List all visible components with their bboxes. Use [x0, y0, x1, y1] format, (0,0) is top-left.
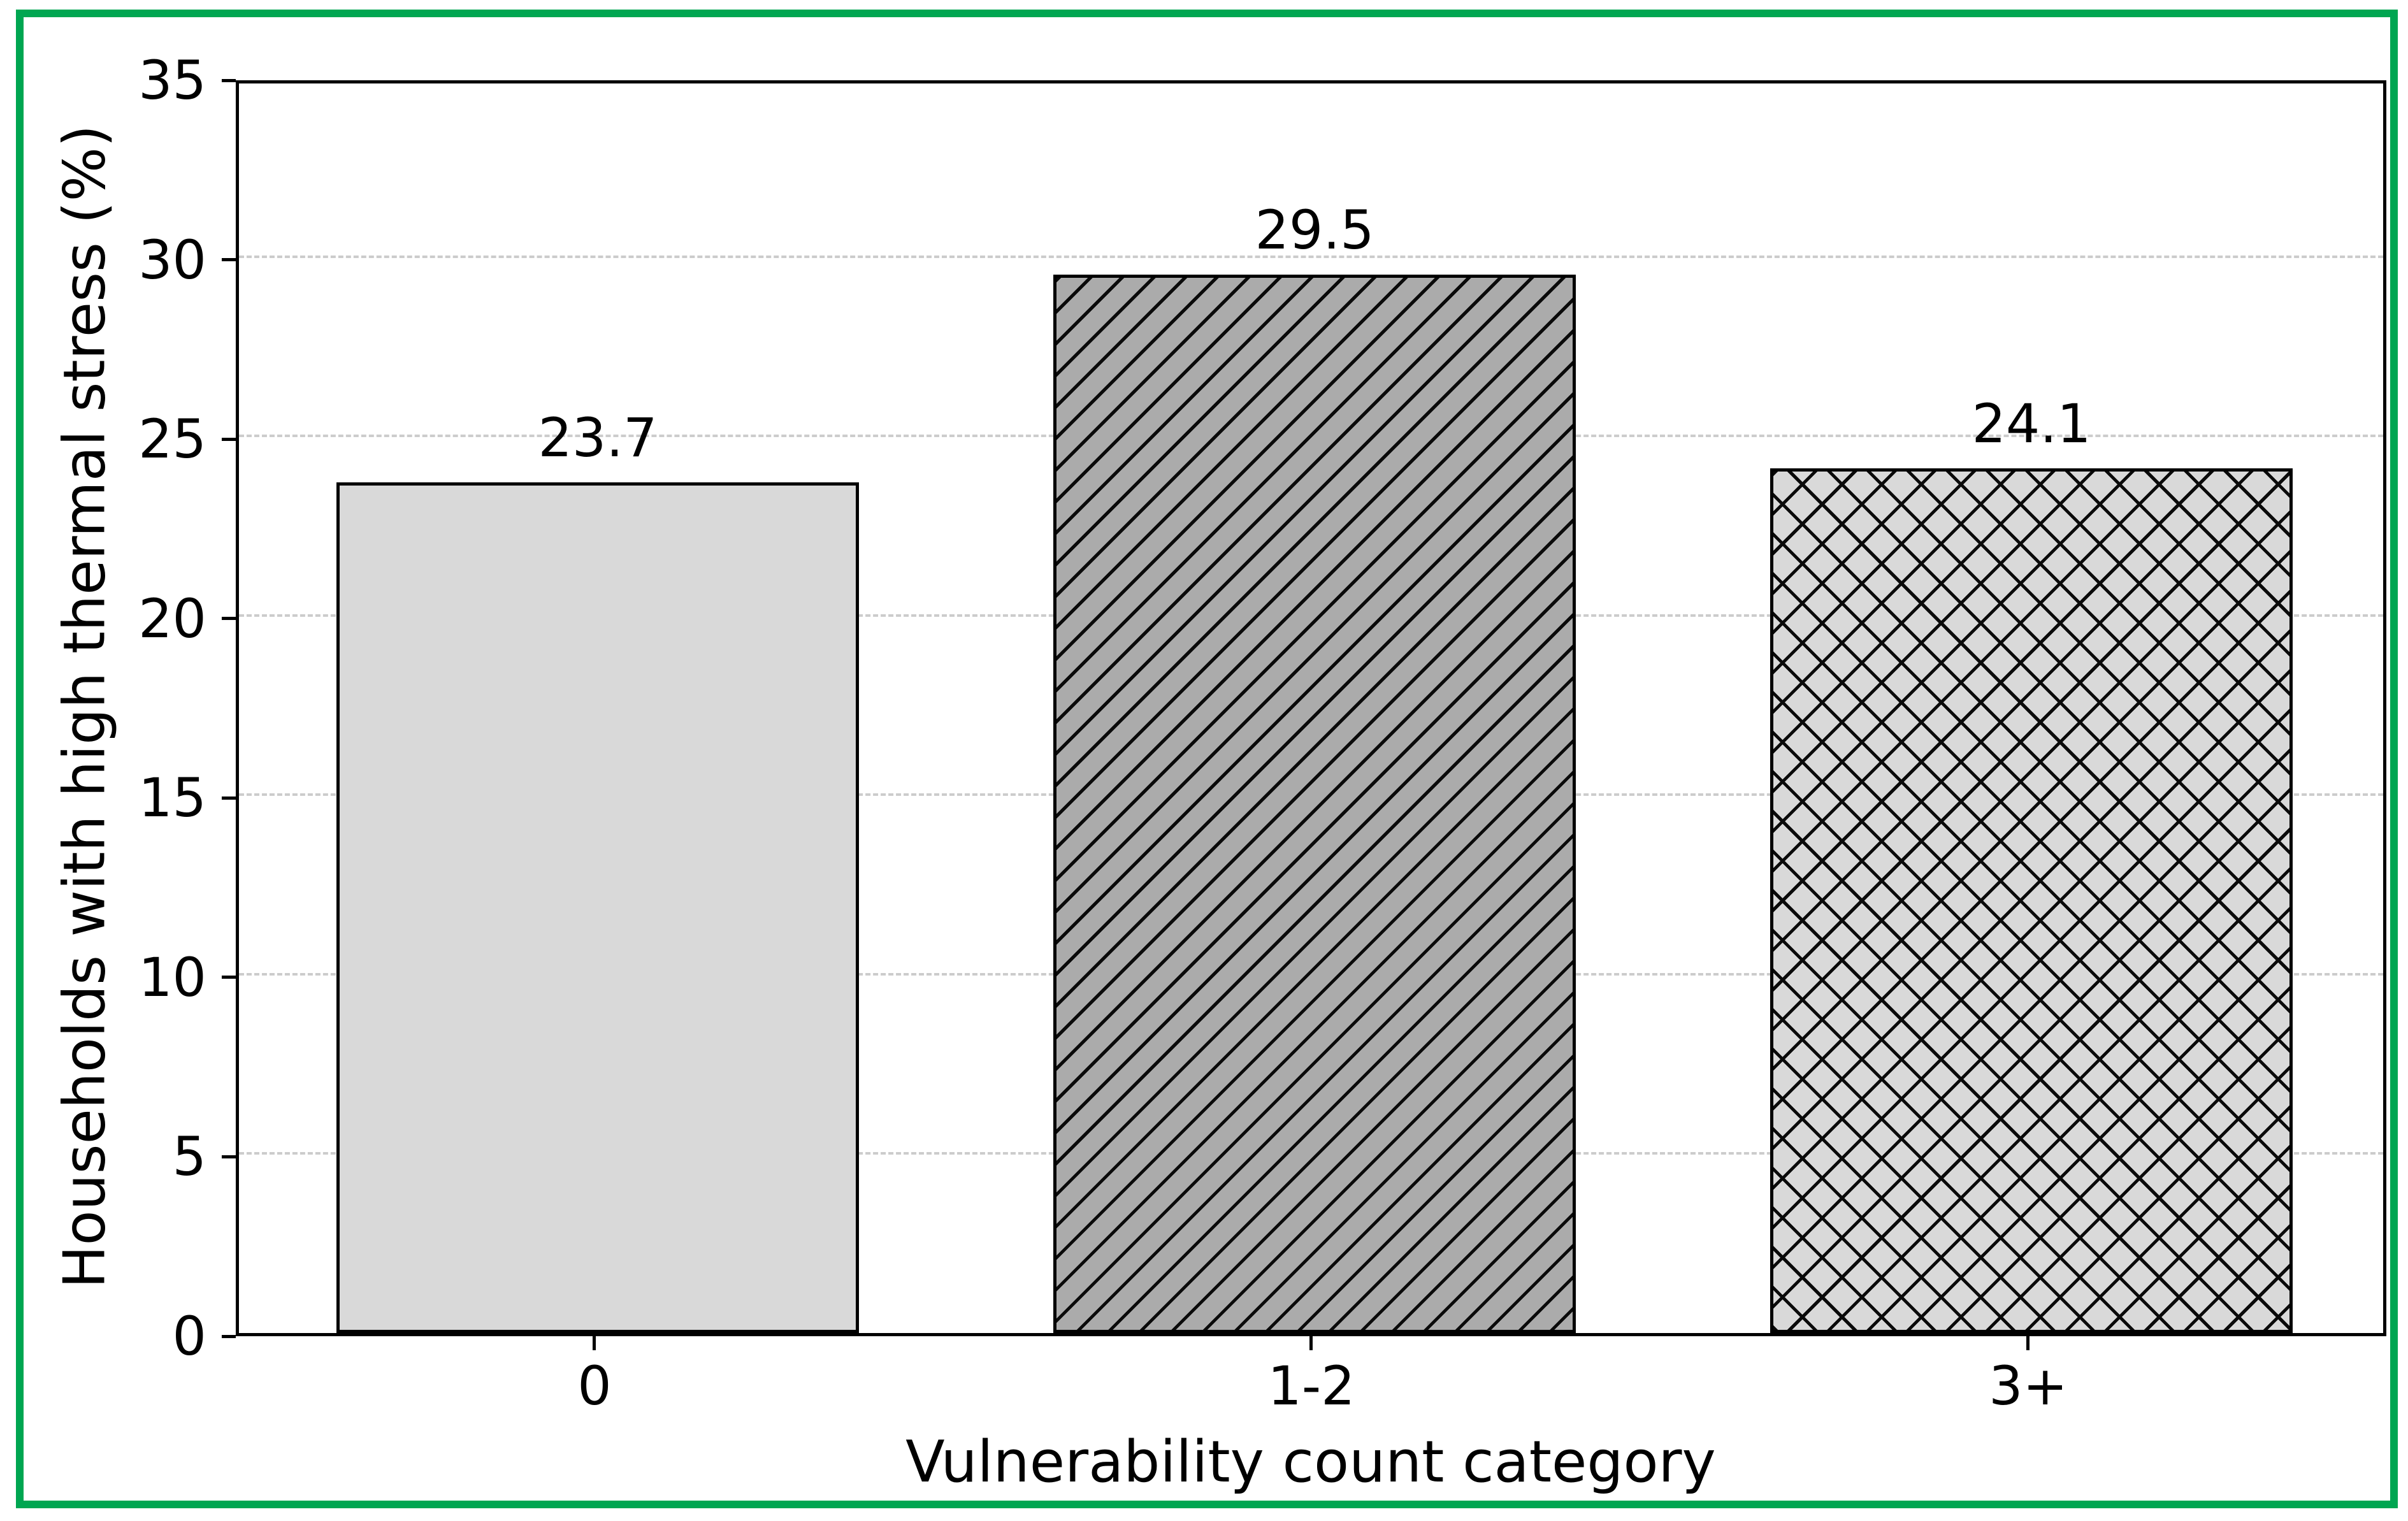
x-tick-label-3+: 3+ — [1989, 1355, 2068, 1417]
y-tick-mark-30 — [222, 258, 236, 261]
gridline-y-30 — [239, 255, 2383, 258]
y-tick-label-20: 20 — [138, 587, 206, 650]
x-tick-mark-0 — [593, 1336, 596, 1350]
y-tick-label-15: 15 — [138, 767, 206, 829]
y-tick-mark-20 — [222, 617, 236, 620]
y-axis-title: Households with high thermal stress (%) — [51, 124, 119, 1289]
y-tick-mark-5 — [222, 1155, 236, 1158]
y-tick-label-5: 5 — [172, 1125, 206, 1188]
y-tick-label-10: 10 — [138, 946, 206, 1009]
bar-value-label-0: 23.7 — [538, 407, 658, 469]
y-tick-mark-0 — [222, 1335, 236, 1338]
x-tick-mark-3+ — [2026, 1336, 2029, 1350]
y-tick-mark-35 — [222, 79, 236, 82]
y-tick-label-25: 25 — [138, 408, 206, 470]
x-tick-mark-1-2 — [1309, 1336, 1313, 1350]
y-tick-label-30: 30 — [138, 229, 206, 291]
bar-1-2 — [1053, 275, 1576, 1333]
bar-0 — [336, 482, 859, 1333]
y-tick-mark-25 — [222, 438, 236, 441]
figure-border: 23.7 29.5 24.1 0 5 10 15 20 25 30 35 0 1-2 3+ Vulne… — [16, 10, 2398, 1508]
y-tick-label-0: 0 — [172, 1305, 206, 1367]
x-axis-title: Vulnerability count category — [905, 1429, 1716, 1496]
plot-area: 23.7 29.5 24.1 — [236, 80, 2386, 1336]
y-tick-mark-15 — [222, 797, 236, 800]
bar-value-label-1-2: 29.5 — [1255, 199, 1374, 261]
y-tick-mark-10 — [222, 976, 236, 979]
y-tick-label-35: 35 — [138, 49, 206, 112]
bar-3+ — [1770, 468, 2293, 1333]
bar-value-label-3+: 24.1 — [1972, 393, 2091, 455]
x-tick-label-1-2: 1-2 — [1267, 1355, 1355, 1417]
x-tick-label-0: 0 — [577, 1355, 612, 1417]
